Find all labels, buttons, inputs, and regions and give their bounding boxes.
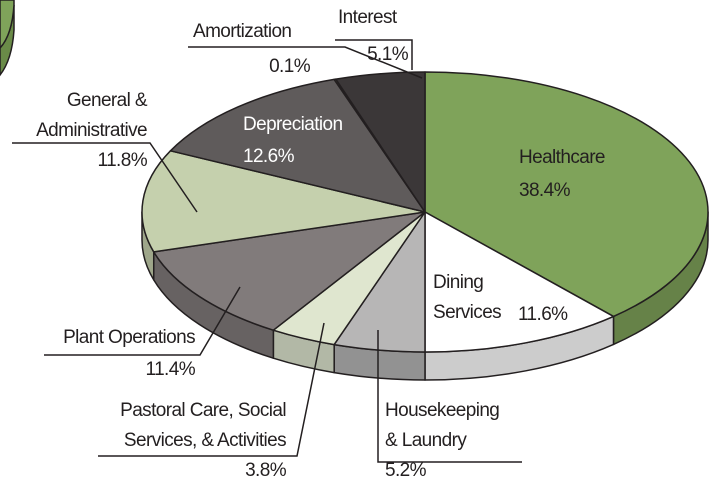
slice [141, 150, 426, 253]
decoration [0, 0, 15, 77]
slice-label: Interest [338, 7, 397, 28]
slice [424, 71, 709, 318]
slice-label: General & Administrative [36, 90, 148, 141]
value-label: 38.4% [519, 180, 570, 201]
value-label: 11.4% [145, 359, 196, 380]
leader-lines [12, 39, 522, 463]
slice-label: Amortization [193, 21, 292, 42]
slice-label: Plant Operations [63, 327, 196, 348]
value-label: 3.8% [245, 460, 287, 481]
value-label: 11.6% [518, 304, 568, 325]
value-label: 5.1% [367, 44, 409, 65]
pie-sides [141, 211, 709, 381]
slice [169, 78, 426, 213]
slice-label: Pastoral Care, Social Services, & Activi… [120, 400, 286, 451]
slice-label: Healthcare [519, 147, 605, 168]
value-label: 5.2% [385, 460, 427, 481]
slice-label: Housekeeping & Laundry [385, 400, 500, 451]
pie-tops [141, 71, 709, 353]
value-label: 0.1% [269, 56, 311, 77]
slice [335, 71, 426, 213]
slice-label: Depreciation [243, 114, 343, 135]
slice-label: Dining Services [433, 272, 502, 323]
value-label: 12.6% [243, 146, 294, 167]
slice [152, 211, 426, 331]
slice [424, 211, 615, 353]
value-label: 11.8% [97, 150, 148, 171]
